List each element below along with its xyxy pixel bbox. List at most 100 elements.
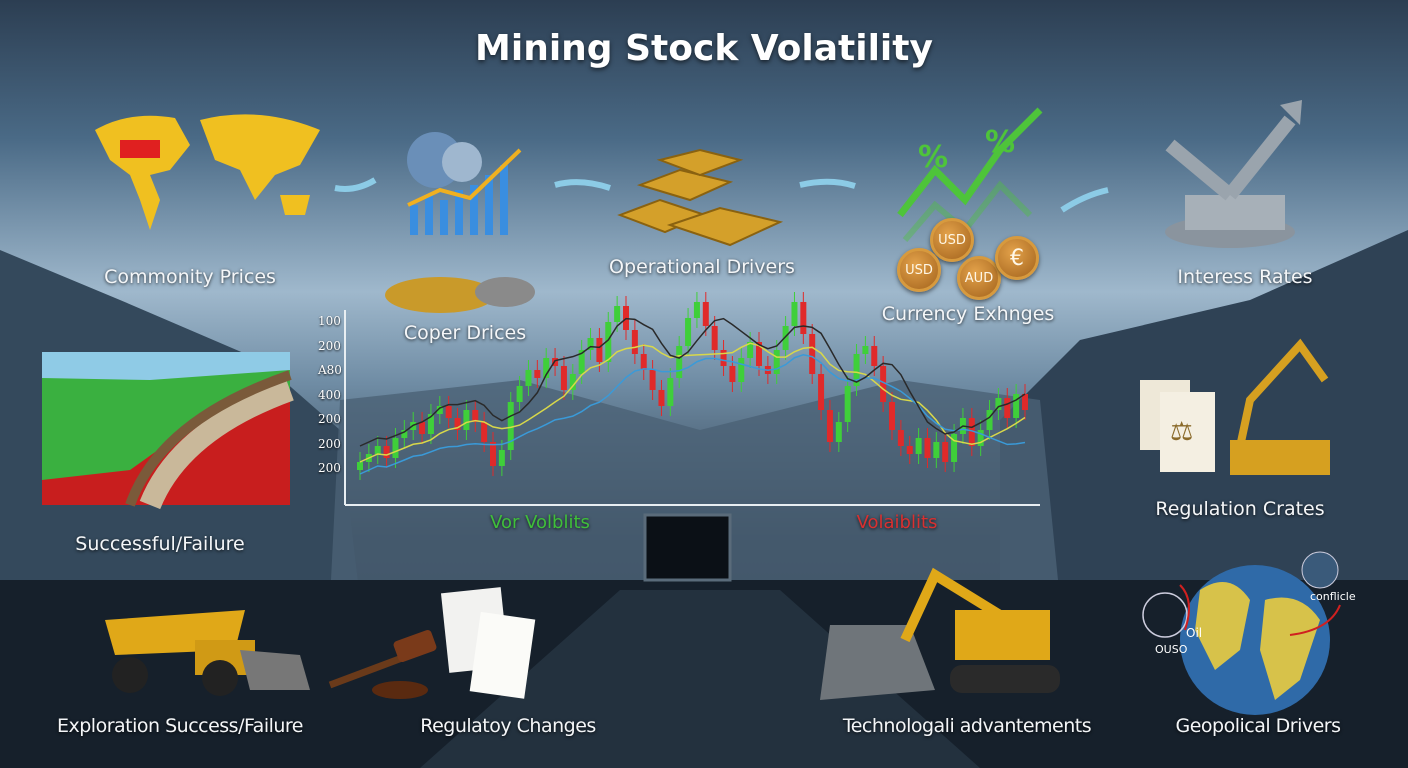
candle: [649, 370, 656, 390]
candle: [933, 442, 940, 458]
candle: [569, 374, 576, 390]
dump-truck-icon: [105, 610, 310, 696]
candle: [924, 438, 931, 458]
candle: [729, 366, 736, 382]
candle: [986, 410, 993, 430]
interest-rates-machine-icon: [1165, 100, 1302, 248]
candle: [1004, 398, 1011, 418]
coin-aud: AUD: [957, 256, 1001, 300]
label-technological: Technologali advantements: [842, 715, 1092, 737]
candle: [498, 450, 505, 466]
arrow-right-icon: [554, 179, 611, 191]
label-copper-prices: Coper Drices: [403, 322, 527, 344]
coin-usd: USD: [897, 248, 941, 292]
candle: [818, 374, 825, 410]
y-tick-label: 400: [318, 387, 341, 402]
candle: [587, 338, 594, 350]
candle: [658, 390, 665, 406]
gavel-documents-icon: [328, 587, 536, 699]
coin-euro: €: [995, 236, 1039, 280]
candle: [427, 414, 434, 434]
candle: [711, 326, 718, 350]
label-operational-drivers: Operational Drivers: [609, 256, 795, 278]
candle: [844, 386, 851, 422]
percent-icon: %: [918, 140, 949, 175]
candle: [472, 410, 479, 422]
arrow-right-icon: [799, 178, 856, 189]
y-tick-label: 200: [318, 436, 341, 451]
excavator-bucket-icon: [820, 567, 1060, 700]
page-title: Mining Stock Volatility: [475, 28, 933, 69]
candle: [702, 302, 709, 326]
geology-map-icon: [42, 352, 294, 510]
label-successful-failure: Successful/Failure: [75, 533, 245, 555]
candle: [525, 370, 532, 386]
candle: [782, 326, 789, 350]
candle: [534, 370, 541, 378]
candle: [507, 402, 514, 450]
gold-bars-icon: [617, 148, 784, 247]
world-map-icon: [95, 114, 320, 230]
candle: [853, 354, 860, 386]
candle: [454, 418, 461, 430]
candle: [773, 350, 780, 374]
candle: [667, 378, 674, 406]
candle: [720, 350, 727, 366]
candle: [676, 346, 683, 378]
candle: [693, 302, 700, 318]
y-tick-label: 200: [318, 461, 341, 475]
candle: [578, 350, 585, 374]
trend-arrow-icon: [897, 107, 1043, 218]
candle: [685, 318, 692, 346]
candle: [826, 410, 833, 442]
label-regulation-crates: Regulation Crates: [1155, 498, 1325, 520]
candle: [800, 302, 807, 334]
label-commodity-prices: Commonity Prices: [104, 266, 276, 288]
candle: [915, 438, 922, 454]
candle: [614, 306, 621, 322]
svg-text:⚖: ⚖: [1170, 417, 1193, 447]
label-regulatory-changes: Regulatoy Changes: [420, 715, 596, 737]
candle: [543, 358, 550, 378]
candle: [1022, 394, 1028, 410]
candle: [516, 386, 523, 402]
candle: [481, 422, 488, 442]
candle: [596, 338, 603, 362]
label-interest-rates: Interess Rates: [1177, 266, 1313, 288]
candle: [605, 322, 612, 362]
candle: [392, 438, 399, 458]
geo-tag-oil: Oil: [1186, 626, 1203, 640]
tunnel-entrance: [643, 513, 732, 582]
candle: [756, 342, 762, 366]
candle: [747, 342, 754, 358]
excavator-icon: [1230, 338, 1330, 475]
candle: [906, 446, 913, 454]
candle: [880, 366, 887, 402]
geo-tag-conflict: conflicle: [1310, 590, 1356, 603]
candle: [490, 442, 496, 466]
candle: [791, 302, 798, 326]
candle: [383, 446, 390, 458]
candle: [995, 398, 1002, 410]
earth-globe-icon: [1142, 551, 1341, 715]
candle: [631, 330, 638, 354]
candle: [968, 418, 975, 446]
candle: [640, 354, 647, 370]
chart-x-label: Vor Volblits: [490, 512, 590, 533]
y-tick-label: 100: [318, 314, 341, 328]
moving-average-line: [359, 354, 1026, 475]
chart-x-label: Volaiblits: [856, 512, 938, 533]
candle: [738, 358, 745, 382]
candle: [401, 430, 408, 438]
candle: [419, 422, 426, 434]
candle: [357, 462, 363, 470]
candle: [862, 346, 869, 354]
y-tick-label: 200: [318, 338, 341, 353]
percent-icon: %: [985, 125, 1016, 160]
candle: [463, 410, 470, 430]
label-geopolitical: Geopolical Drivers: [1175, 715, 1341, 737]
candle: [897, 430, 904, 446]
candle: [560, 366, 567, 390]
regulation-documents-icon: ⚖: [1140, 380, 1215, 472]
